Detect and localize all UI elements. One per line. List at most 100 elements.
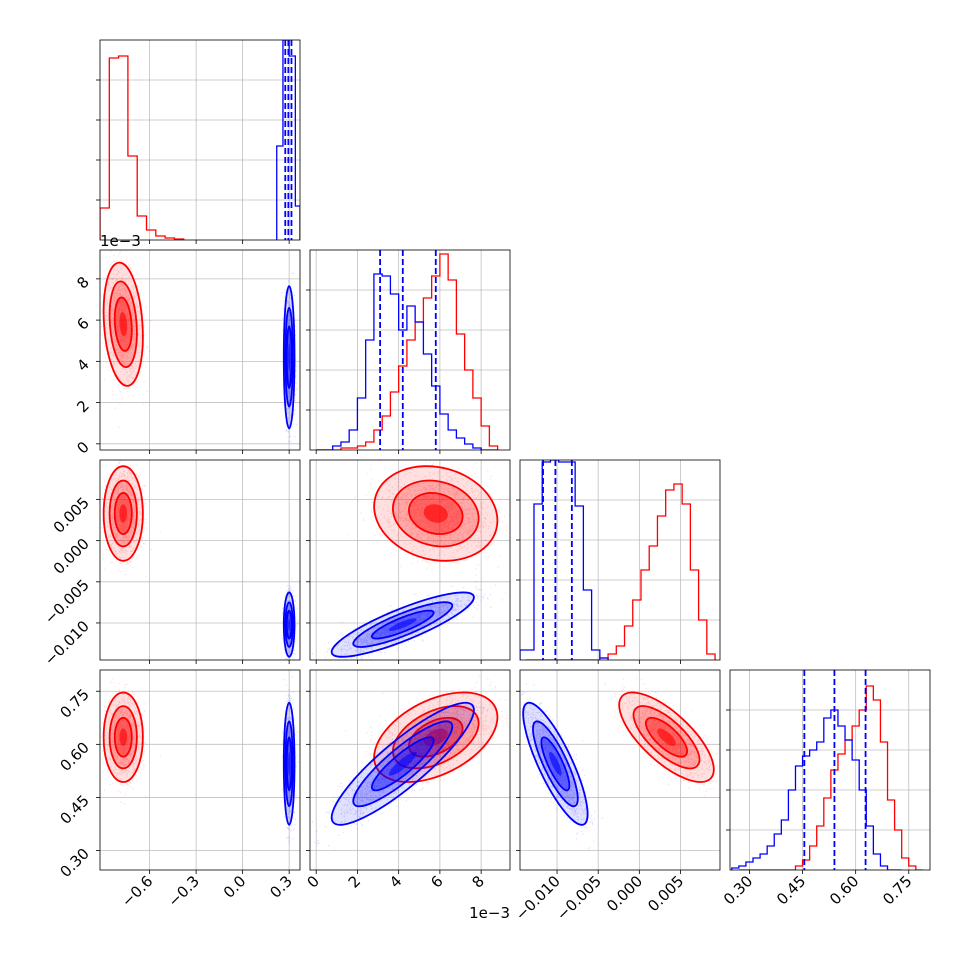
panel-frame: [309, 459, 511, 661]
y-tick-label: 0.60: [56, 738, 92, 774]
histogram-blue: [520, 460, 609, 660]
histogram-content: [520, 460, 716, 660]
contour-red: [113, 492, 133, 535]
scatter-content: [520, 677, 720, 850]
contour-red: [618, 691, 715, 783]
panel-frame: [729, 669, 931, 871]
y-tick-label: 8: [73, 273, 92, 292]
x-tick-label: 4: [386, 872, 405, 891]
panel-1-1: [306, 249, 511, 454]
contour-blue: [370, 736, 435, 792]
panel-frame: [99, 249, 301, 451]
contour-blue: [352, 601, 454, 648]
contour-red: [102, 261, 144, 387]
x-offset-label: 1e−3: [469, 904, 510, 922]
contour-red: [645, 716, 688, 758]
panel-background: [100, 40, 300, 240]
panel-frame: [519, 459, 721, 661]
contour-blue: [352, 720, 454, 808]
x-tick-label: 0.60: [826, 872, 862, 908]
x-tick-label: 2: [345, 872, 364, 891]
histogram-blue: [731, 709, 902, 870]
x-tick-label: −0.010: [512, 872, 564, 924]
panel-1-0: [96, 249, 301, 454]
x-tick-label: 0.45: [773, 872, 809, 908]
contour-red: [108, 479, 138, 548]
x-tick-label: −0.3: [164, 872, 202, 910]
histogram-content: [316, 250, 499, 450]
scatter-points-red: [100, 460, 161, 577]
histogram-blue: [316, 273, 498, 450]
panel-3-0: [96, 669, 301, 874]
y-tick-label: 0.30: [56, 845, 92, 881]
histogram-red: [738, 685, 923, 870]
density-level-red: [119, 312, 128, 337]
panel-2-0: [96, 459, 301, 664]
density-level-red: [423, 728, 448, 747]
contour-blue: [540, 736, 571, 792]
contour-red: [408, 716, 464, 758]
scatter-content: [100, 460, 299, 660]
y-tick-label: 0.75: [56, 685, 92, 721]
histogram-content: [731, 670, 923, 870]
contour-blue: [284, 720, 294, 808]
x-tick-label: 0.0: [220, 872, 250, 902]
scatter-points-blue: [311, 682, 507, 851]
panel-background: [520, 460, 720, 660]
panel-frame: [309, 669, 511, 871]
panel-background: [310, 460, 510, 660]
panel-3-1: [306, 669, 511, 874]
y-tick-label: −0.010: [41, 617, 93, 669]
density-level-red: [657, 728, 676, 747]
y-tick-label: 4: [73, 355, 92, 374]
x-tick-label: −0.005: [553, 872, 605, 924]
contour-red: [373, 465, 499, 562]
x-tick-label: 0: [304, 872, 323, 891]
contour-blue: [284, 601, 294, 648]
contour-red: [632, 705, 701, 770]
x-tick-label: −0.6: [118, 872, 156, 910]
panel-background: [730, 670, 930, 870]
contour-blue: [285, 325, 293, 390]
y-tick-label: 2: [73, 397, 92, 416]
scatter-content: [100, 676, 299, 843]
panel-3-3: [726, 669, 931, 874]
panel-frame: [309, 249, 511, 451]
contour-red: [108, 705, 138, 770]
y-tick-label: 0.45: [56, 792, 92, 828]
x-tick-label: 0.75: [879, 872, 915, 908]
panel-2-2: [516, 459, 721, 664]
scatter-points-red: [100, 250, 152, 428]
histogram-content: [100, 40, 300, 240]
scatter-points-red: [100, 678, 161, 805]
x-tick-label: 8: [468, 872, 487, 891]
panel-3-2: [516, 669, 721, 874]
density-level-blue: [288, 751, 291, 776]
scatter-content: [311, 460, 510, 660]
x-tick-label: 0.000: [603, 872, 646, 915]
panel-background: [100, 250, 300, 450]
density-level-red: [423, 504, 448, 523]
contour-blue: [285, 736, 293, 792]
x-tick-label: 0.30: [720, 872, 756, 908]
contour-red: [113, 716, 133, 758]
contour-red: [108, 280, 138, 369]
density-level-blue: [549, 751, 562, 776]
density-level-red: [119, 728, 128, 747]
contour-red: [391, 479, 480, 548]
contour-blue: [282, 701, 296, 826]
contour-blue: [282, 591, 296, 658]
contour-blue: [284, 306, 294, 408]
panel-2-1: [306, 459, 511, 664]
panel-frame: [99, 669, 301, 871]
contour-blue: [282, 285, 296, 430]
y-tick-label: 6: [73, 314, 92, 333]
contour-red: [102, 465, 144, 562]
y-offset-label: 1e−3: [100, 232, 141, 250]
histogram-red: [316, 253, 499, 450]
histogram-red: [525, 483, 716, 660]
x-tick-label: 0.005: [644, 872, 687, 915]
density-level-blue: [388, 618, 417, 631]
contour-blue: [285, 609, 293, 640]
